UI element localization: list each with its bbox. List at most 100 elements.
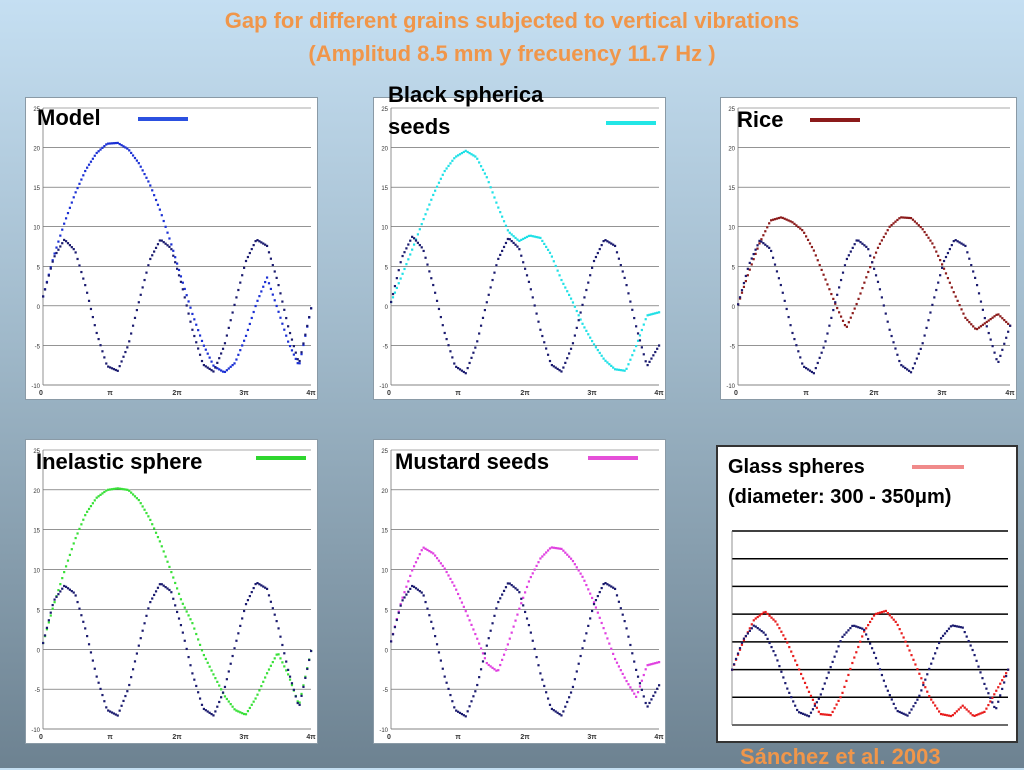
data-point [569, 297, 573, 300]
data-point [915, 222, 918, 225]
data-point [642, 353, 645, 356]
data-point [451, 159, 454, 162]
data-point [619, 369, 622, 372]
data-point [506, 582, 509, 585]
data-point [839, 315, 843, 318]
data-point [76, 600, 79, 604]
data-point [993, 351, 996, 354]
data-point [602, 582, 605, 586]
data-point [63, 571, 66, 574]
data-point [432, 283, 435, 287]
data-point [985, 325, 988, 328]
data-point [524, 610, 527, 614]
data-point [233, 303, 236, 306]
data-point [775, 270, 779, 273]
data-point [453, 584, 456, 587]
data-point [141, 169, 144, 172]
data-point [906, 368, 909, 371]
data-point [223, 370, 227, 374]
data-point [805, 686, 809, 689]
data-point [491, 622, 494, 625]
data-point [130, 151, 133, 155]
data-point [617, 257, 620, 260]
data-point [863, 630, 866, 633]
data-point [156, 203, 160, 206]
data-point [287, 340, 290, 343]
data-point [212, 370, 215, 373]
data-point [587, 333, 590, 336]
data-point [59, 245, 62, 248]
data-point [416, 241, 419, 244]
data-point [239, 624, 242, 627]
data-point [646, 664, 649, 667]
data-point [817, 710, 820, 713]
data-point [91, 502, 94, 505]
data-point [888, 614, 891, 617]
data-point [84, 284, 87, 287]
data-point [47, 619, 50, 622]
data-point [566, 290, 569, 293]
data-point [308, 658, 311, 662]
data-point [397, 282, 400, 285]
data-point [411, 584, 414, 588]
y-tick-label: 0 [385, 648, 389, 654]
data-point [170, 591, 173, 594]
chart-panel-rice: 25 20 15 10 5 0 -5 -10 0 π 2π 3π 4π [720, 97, 1017, 400]
data-point [845, 257, 848, 261]
data-point [179, 280, 183, 283]
data-point [944, 255, 948, 259]
data-point [47, 621, 50, 624]
data-point [107, 488, 110, 491]
data-point [135, 652, 138, 655]
data-point [744, 634, 747, 638]
data-point [613, 244, 617, 248]
data-point [479, 165, 483, 168]
data-point [130, 332, 133, 335]
data-point [886, 689, 889, 692]
data-point [560, 547, 563, 551]
data-point [439, 562, 442, 565]
x-tick-label: 2π [172, 734, 182, 741]
x-tick-label: π [455, 734, 461, 741]
data-point [84, 169, 87, 173]
data-point [443, 331, 446, 335]
data-point [458, 153, 462, 156]
data-point [527, 580, 531, 583]
data-point [926, 673, 929, 676]
data-point [640, 328, 643, 332]
data-point [204, 709, 207, 712]
data-point [497, 669, 500, 672]
data-point [80, 614, 83, 617]
data-point [164, 586, 167, 589]
data-point [539, 328, 542, 331]
data-point [615, 661, 619, 664]
data-point [884, 232, 887, 235]
data-point [271, 264, 274, 267]
data-point [198, 643, 202, 646]
data-point [938, 641, 941, 645]
data-point [792, 700, 795, 703]
data-point [128, 149, 131, 152]
data-point [900, 711, 903, 714]
data-point [548, 547, 552, 550]
chart-label-mustard: Mustard seeds [395, 449, 550, 474]
data-point [811, 708, 815, 711]
data-point [658, 311, 661, 314]
data-point [1001, 679, 1004, 682]
data-point [414, 587, 418, 590]
data-point [738, 647, 742, 650]
data-point [514, 243, 517, 246]
data-point [575, 309, 578, 313]
data-point [912, 658, 915, 661]
data-point [89, 504, 93, 508]
data-point [752, 253, 755, 256]
legend-swatch-glass [912, 465, 964, 469]
data-point [764, 230, 767, 233]
data-point [214, 710, 217, 713]
data-point [411, 569, 414, 572]
data-point [241, 344, 244, 347]
data-point [604, 581, 607, 585]
legend-swatch-model [138, 117, 188, 121]
data-point [170, 243, 173, 246]
data-point [798, 668, 801, 671]
